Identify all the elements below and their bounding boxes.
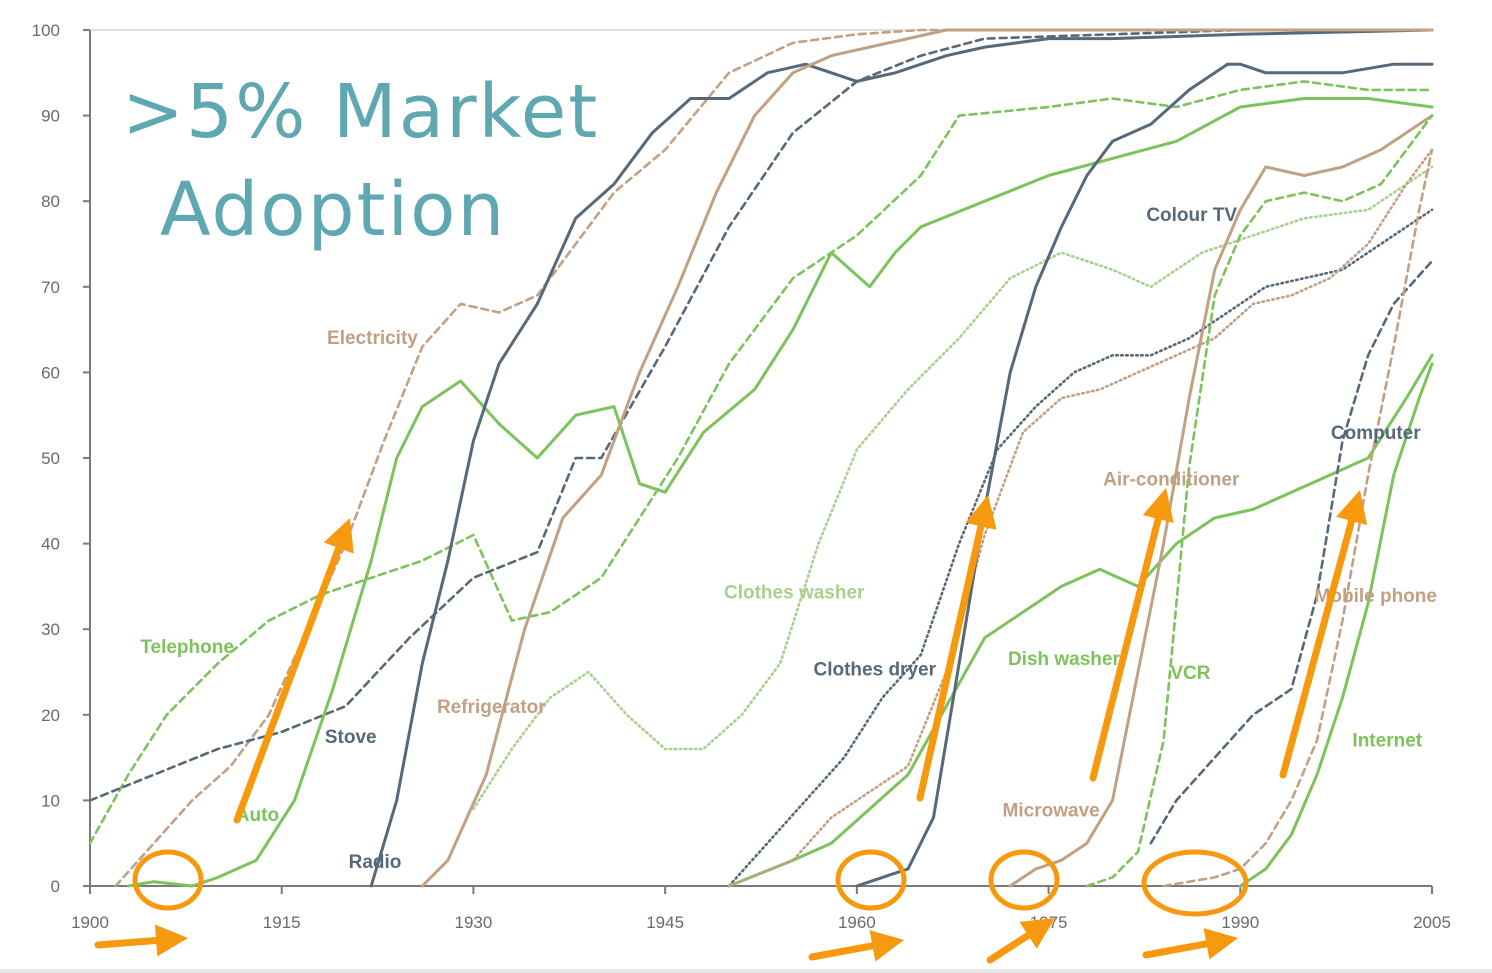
overlay-title-line1: >5% Market [122, 69, 599, 155]
y-tick-label: 20 [41, 706, 60, 725]
x-tick-label: 1945 [646, 913, 684, 932]
highlight-circle [835, 849, 907, 911]
annotation-layer [94, 488, 1368, 964]
y-tick-label: 40 [41, 535, 60, 554]
series-line-clothes-washer [472, 165, 1434, 811]
series-label-mobile-phone: Mobile phone [1315, 586, 1437, 607]
y-tick-label: 60 [41, 363, 60, 382]
series-line-vcr [1085, 114, 1434, 888]
series-label-radio: Radio [349, 852, 402, 873]
series-line-colour-tv [855, 62, 1434, 888]
x-tick-label: 1930 [455, 913, 493, 932]
series-line-mobile-phone [1162, 148, 1434, 888]
series-line-stove [88, 28, 1434, 802]
baseline-arrow [808, 930, 904, 962]
trend-arrow [916, 495, 997, 802]
series-label-microwave: Microwave [1003, 801, 1100, 822]
x-tick-label: 1960 [838, 913, 876, 932]
series-label-vcr: VCR [1170, 663, 1210, 684]
y-tick-label: 30 [41, 620, 60, 639]
series-label-internet: Internet [1352, 730, 1422, 751]
y-tick-label: 80 [41, 192, 60, 211]
highlight-circle [988, 849, 1060, 911]
series-label-auto: Auto [236, 805, 279, 826]
x-tick-label: 1915 [263, 913, 301, 932]
y-tick-label: 90 [41, 107, 60, 126]
baseline-arrow [986, 918, 1055, 964]
y-tick-label: 50 [41, 449, 60, 468]
series-line-radio [369, 28, 1434, 888]
y-tick-label: 100 [32, 21, 60, 40]
y-tick-label: 0 [51, 877, 60, 896]
x-tick-label: 2005 [1413, 913, 1451, 932]
y-tick-label: 10 [41, 791, 60, 810]
series-layer [88, 28, 1434, 888]
series-label-electricity: Electricity [327, 328, 418, 349]
highlight-circle [1141, 849, 1249, 917]
x-tick-label: 1900 [71, 913, 109, 932]
series-line-electricity [114, 28, 1434, 888]
series-label-dish-washer: Dish washer [1008, 649, 1121, 670]
series-line-computer [1149, 259, 1434, 845]
series-line-dish-washer [727, 353, 1434, 888]
series-label-clothes-dryer: Clothes dryer [814, 659, 937, 680]
series-line-microwave [1008, 114, 1434, 888]
series-label-clothes-washer: Clothes washer [724, 582, 865, 603]
series-line-clothes-dryer [727, 208, 1434, 888]
trend-arrow [1089, 488, 1174, 782]
series-label-refrigerator: Refrigerator [437, 697, 546, 718]
series-line-telephone [88, 80, 1434, 845]
x-tick-label: 1990 [1221, 913, 1259, 932]
chart-axes: 0 10 20 30 40 50 60 70 80 90 100 1900 1915 1930 1945 19… [32, 21, 1451, 932]
trend-arrow [1279, 490, 1368, 779]
series-label-colour-tv: Colour TV [1146, 205, 1237, 226]
series-label-computer: Computer [1331, 423, 1421, 444]
highlight-circle [132, 849, 204, 911]
series-label-air-conditioner: Air-conditioner [1103, 469, 1240, 490]
baseline-arrow [1142, 928, 1238, 960]
series-labels: Electricity Telephone Stove Auto Radio Refrig… [140, 205, 1437, 873]
baseline-arrow [94, 924, 188, 957]
series-line-auto [126, 97, 1434, 888]
series-label-telephone: Telephone [140, 637, 234, 658]
overlay-title-line2: Adoption [160, 167, 506, 253]
series-line-internet [1238, 362, 1434, 888]
y-tick-label: 70 [41, 278, 60, 297]
trend-arrow [233, 518, 354, 824]
series-line-refrigerator [420, 28, 1434, 888]
series-line-air-conditioner [727, 148, 1434, 888]
bottom-rule [0, 969, 1492, 973]
series-label-stove: Stove [325, 727, 377, 748]
